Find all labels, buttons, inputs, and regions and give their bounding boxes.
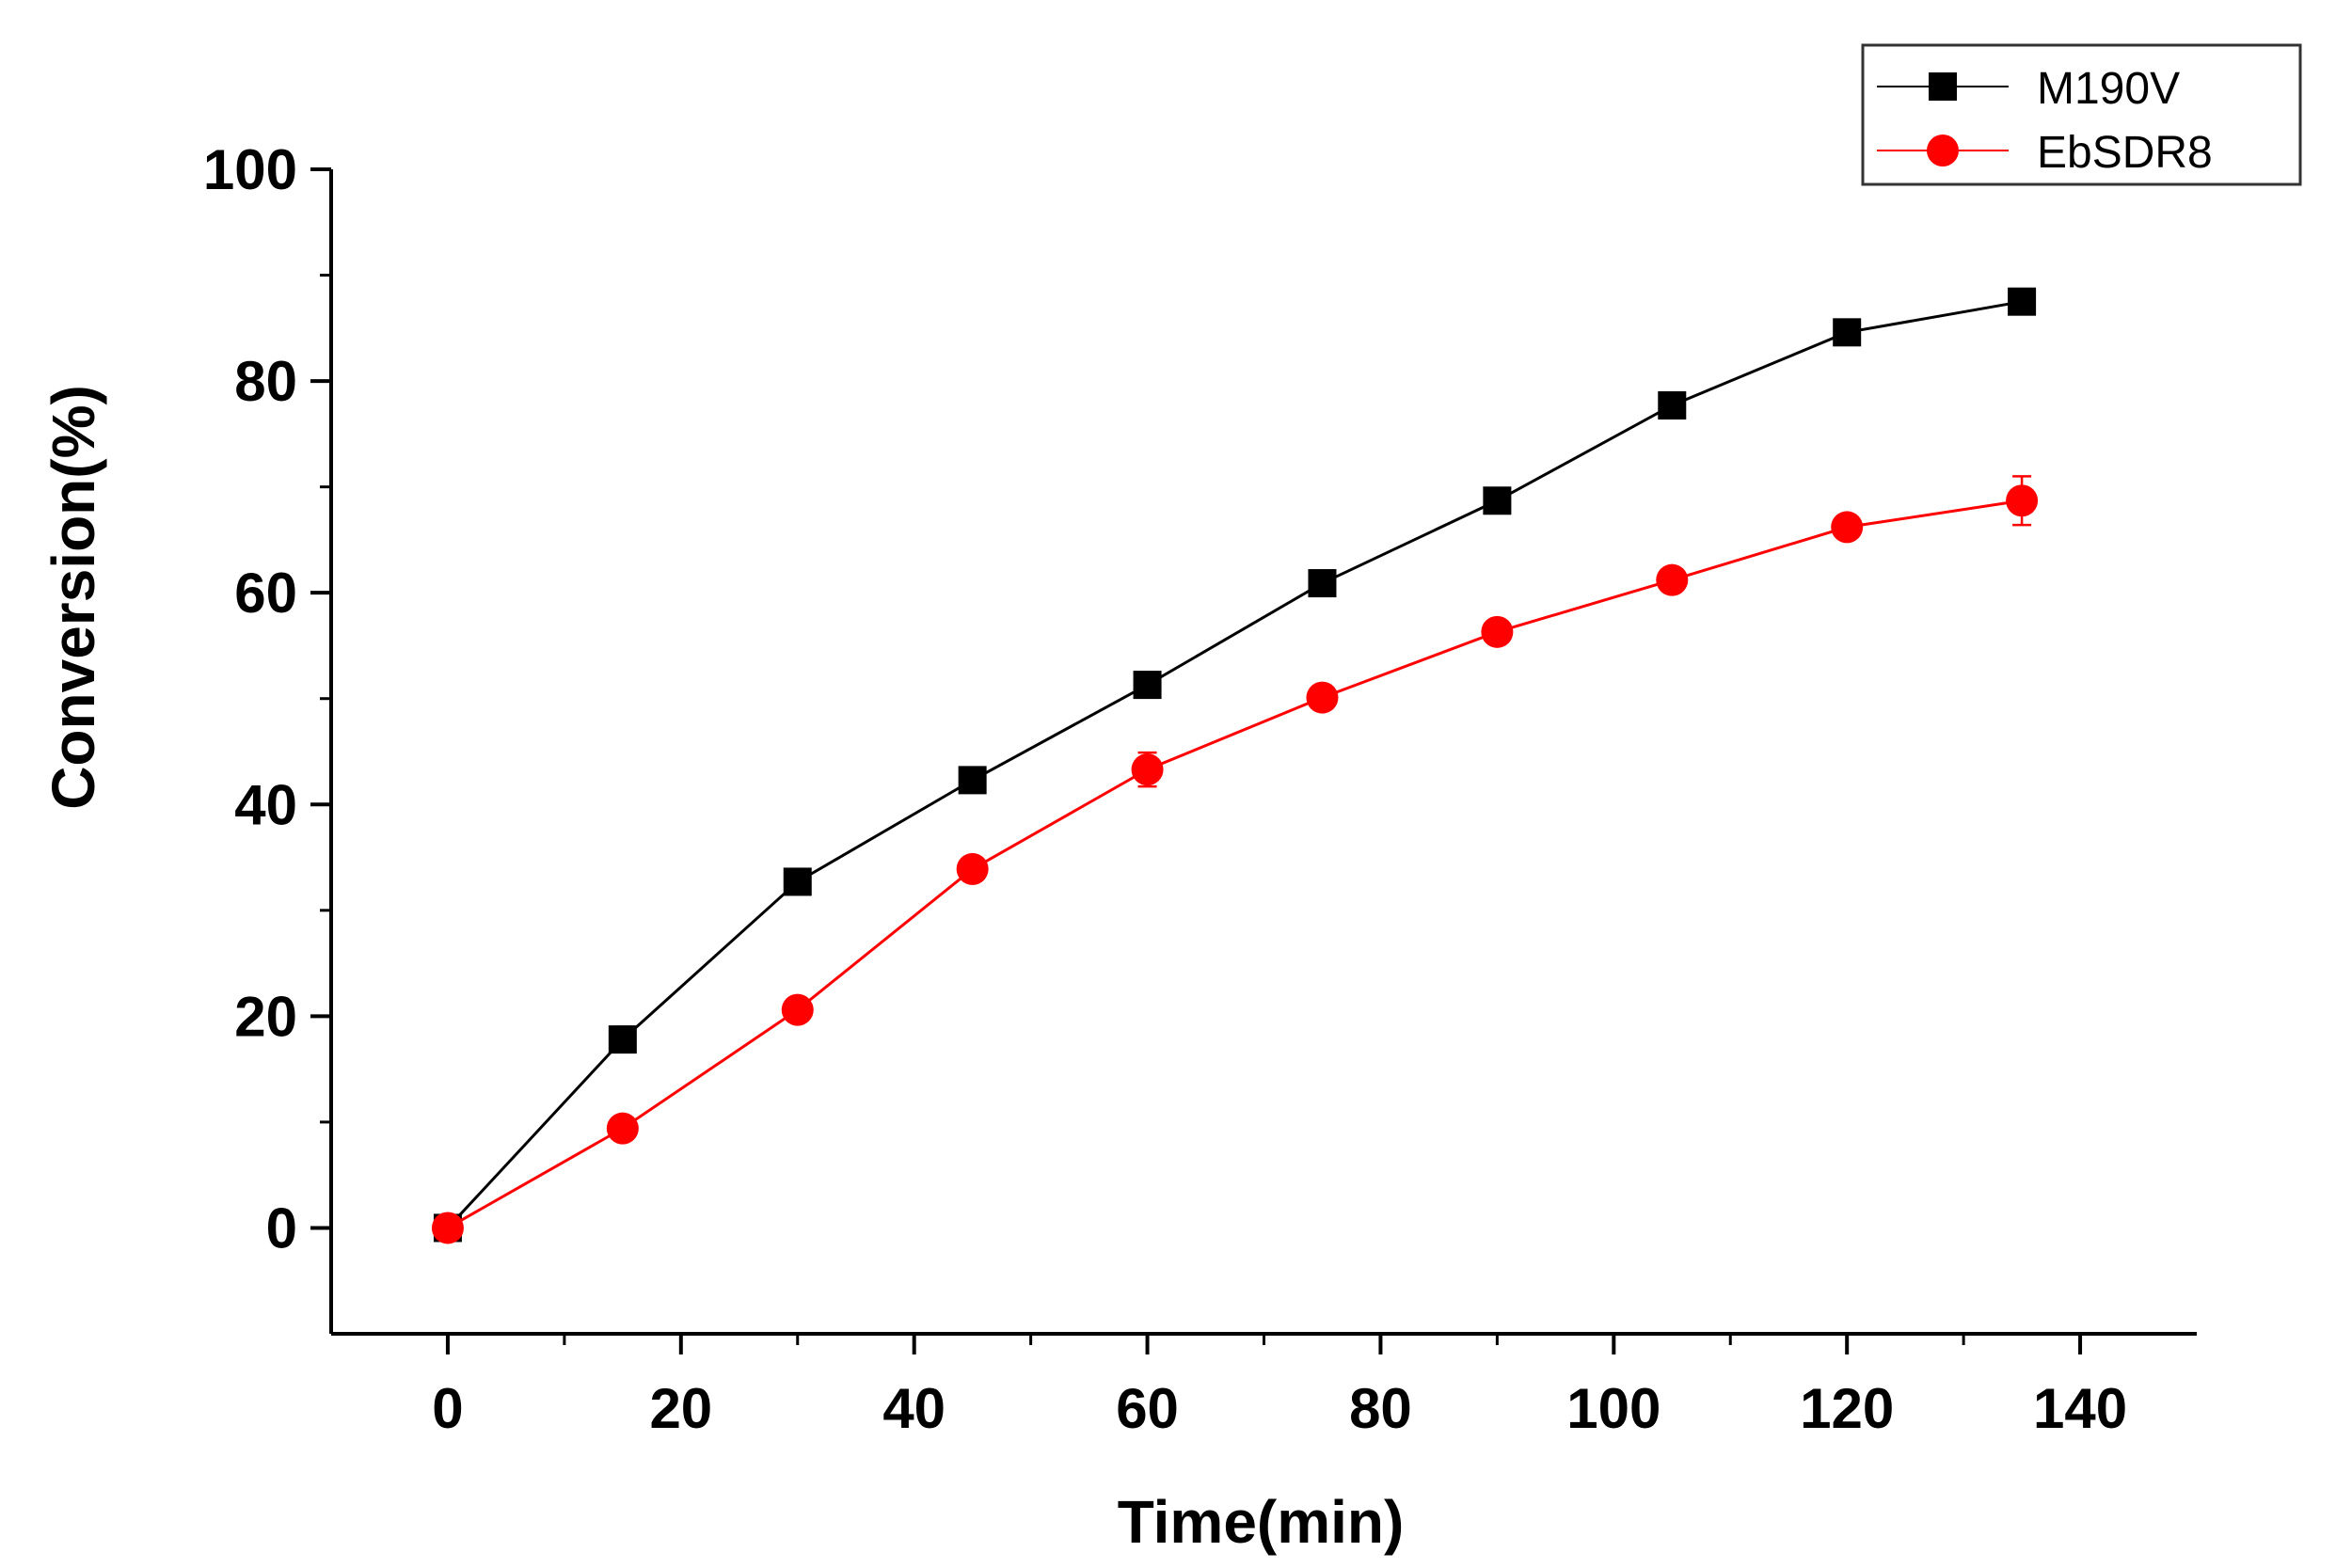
data-point-ebsdr8 xyxy=(956,852,989,885)
series-line-m190v xyxy=(446,300,2023,1229)
data-point-ebsdr8 xyxy=(1306,681,1339,714)
x-axis-title: Time(min) xyxy=(1118,1488,1405,1556)
series-m190v xyxy=(433,287,2037,1243)
data-point-ebsdr8 xyxy=(1481,615,1514,648)
data-point-ebsdr8 xyxy=(1831,511,1864,544)
legend-marker-m190v xyxy=(1929,72,1957,101)
x-tick-label: 140 xyxy=(2033,1377,2127,1440)
x-tick-label: 60 xyxy=(1116,1377,1179,1440)
x-axis-ticks: 0 20 40 60 80 100 120 140 xyxy=(432,1334,2127,1440)
y-tick-label: 0 xyxy=(266,1196,297,1259)
data-point-m190v xyxy=(2008,287,2037,316)
series-layer xyxy=(431,287,2039,1244)
x-tick-label: 80 xyxy=(1349,1377,1412,1440)
y-tick-label: 60 xyxy=(234,562,297,625)
x-tick-label: 40 xyxy=(882,1377,946,1440)
y-axis-title: Conversion(%) xyxy=(40,385,107,810)
series-ebsdr8 xyxy=(431,475,2039,1244)
data-point-m190v xyxy=(1308,569,1337,598)
series-line-ebsdr8 xyxy=(447,499,2023,1229)
x-tick-label: 120 xyxy=(1800,1377,1894,1440)
data-point-m190v xyxy=(1133,671,1162,700)
plot-frame xyxy=(329,169,2197,1336)
data-point-ebsdr8 xyxy=(781,993,814,1026)
data-point-ebsdr8 xyxy=(431,1212,464,1244)
y-tick-label: 100 xyxy=(203,138,297,201)
data-point-ebsdr8 xyxy=(606,1112,639,1145)
legend-label-m190v: M190V xyxy=(2037,64,2180,114)
data-point-ebsdr8 xyxy=(1656,563,1689,596)
x-tick-label: 20 xyxy=(649,1377,712,1440)
data-point-m190v xyxy=(783,867,812,896)
legend-label-ebsdr8: EbSDR8 xyxy=(2037,128,2213,178)
data-point-m190v xyxy=(608,1025,637,1054)
y-axis-ticks: 0 20 40 60 80 100 xyxy=(203,138,331,1259)
x-tick-label: 0 xyxy=(432,1377,463,1440)
y-tick-label: 40 xyxy=(234,773,297,836)
x-tick-label: 100 xyxy=(1566,1377,1661,1440)
data-point-m190v xyxy=(958,766,987,795)
y-tick-label: 80 xyxy=(234,350,297,413)
data-point-m190v xyxy=(1658,390,1687,420)
data-point-m190v xyxy=(1483,486,1512,515)
y-tick-label: 20 xyxy=(234,985,297,1048)
data-point-m190v xyxy=(1833,318,1862,347)
data-point-ebsdr8 xyxy=(2006,484,2039,517)
data-point-ebsdr8 xyxy=(1131,753,1164,786)
legend-marker-ebsdr8 xyxy=(1927,135,1959,166)
legend: M190V EbSDR8 xyxy=(1861,43,2302,186)
